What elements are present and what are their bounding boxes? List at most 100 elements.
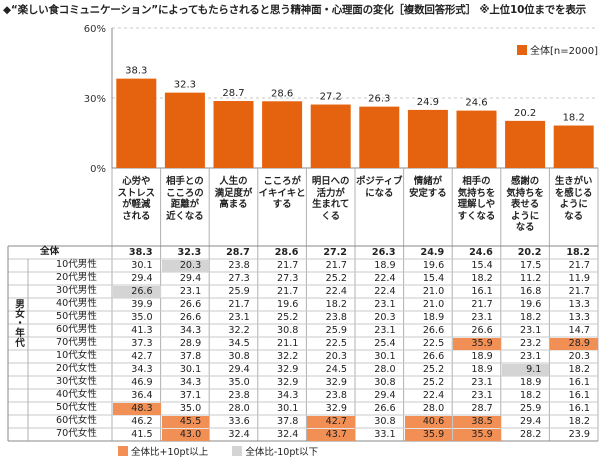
table-cell: 26.6 [374,402,396,414]
category-label-line: される [122,210,151,222]
table-cell: 41.5 [131,428,153,440]
table-cell: 26.6 [179,311,202,323]
table-cell: 20.3 [325,350,347,362]
table-cell: 32.4 [228,428,250,440]
bar-value-label: 20.2 [514,108,536,119]
bar [407,109,448,168]
row-label: 70代女性 [56,428,97,439]
category-label-line: なる [564,210,584,222]
table-cell: 28.7 [471,402,493,414]
table-cell: 42.7 [307,415,355,428]
table-cell: 25.9 [228,285,250,297]
table-cell: 29.4 [520,415,542,427]
table-cell: 26.6 [422,324,445,336]
table-cell: 41.3 [131,324,153,336]
bar [553,125,594,168]
table-cell: 23.1 [228,311,250,323]
table-cell: 21.7 [325,259,347,271]
table-cell: 25.2 [277,311,299,323]
table-cell: 18.2 [471,272,493,284]
table-cell: 14.7 [568,324,590,336]
table-cell: 23.8 [325,389,347,401]
table-cell: 22.4 [325,285,347,297]
high-swatch [118,446,128,456]
table-cell: 28.6 [274,246,299,258]
category-label-line: こころの [166,187,204,199]
table-cell: 9.1 [501,363,550,376]
table-cell: 23.1 [179,285,202,297]
table-cell: 28.9 [179,337,202,349]
table-cell: 17.5 [520,259,542,271]
y-tick-label: 30% [84,94,106,105]
category-label: 人生の 満足度が 高まる [209,176,258,211]
table-cell: 18.2 [568,363,590,375]
table-cell: 23.8 [325,311,347,323]
table-cell: 27.2 [323,246,347,258]
table-cell: 28.9 [550,337,598,350]
table-cell: 46.9 [131,376,153,388]
table-cell: 26.6 [471,324,493,336]
category-label-line: ように [559,199,588,211]
category-label-line: 相手との [166,176,204,187]
table-cell: 25.2 [422,376,445,388]
table-cell: 22.5 [325,337,347,349]
bar-value-label: 26.3 [368,94,390,105]
category-label: 情緒が 安定する [404,176,453,199]
table-cell: 28.2 [520,428,542,440]
category-label-line: 高まる [219,199,248,211]
category-label-line: 距離が [170,199,199,211]
bar [456,110,497,168]
bar [310,104,351,168]
category-label-line: すくなる [457,210,496,222]
table-cell: 24.9 [420,246,445,258]
table-cell: 15.4 [471,259,493,271]
table-cell: 35.0 [179,402,202,414]
category-label-line: が軽減 [122,199,151,211]
bar-value-label: 18.2 [563,113,585,124]
category-label-line: 満足度が [214,187,253,199]
table-cell: 23.9 [568,428,590,440]
table-cell: 30.8 [374,376,396,388]
table-cell: 16.1 [568,389,590,401]
table-cell: 30.1 [179,363,202,375]
category-label-line: になる [365,187,394,199]
table-cell: 25.4 [374,337,396,349]
table-cell: 43.0 [161,428,210,441]
table-cell: 39.9 [131,298,153,310]
table-cell: 32.2 [228,324,250,336]
table-cell: 23.2 [520,337,542,349]
category-label-line: 感謝の [511,176,540,187]
table-cell: 28.0 [422,402,445,414]
row-label: 30代女性 [56,376,97,387]
table-cell: 42.7 [131,350,153,362]
table-cell: 35.9 [453,428,501,441]
table-cell: 28.7 [226,246,250,258]
row-label: 全体 [40,246,60,257]
row-label: 10代女性 [56,350,97,361]
row-label: 10代男性 [56,259,97,270]
table-cell: 38.3 [128,246,153,258]
bar-value-label: 38.3 [125,66,147,77]
category-label-line: 活力が [316,187,345,199]
table-cell: 20.3 [568,350,590,362]
series-swatch [517,44,527,55]
bar-value-label: 28.6 [271,88,293,99]
table-cell: 32.9 [277,363,299,375]
table-cell: 30.1 [131,259,153,271]
table-cell: 23.1 [471,389,493,401]
series-legend-label: 全体[n=2000] [530,46,598,57]
table-cell: 25.9 [325,324,347,336]
table-cell: 24.5 [325,363,347,375]
table-cell: 26.6 [113,285,161,298]
table-cell: 37.8 [277,415,299,427]
category-label: 相手の 気持ちを 理解しや すくなる [452,176,501,222]
table-cell: 35.9 [453,337,501,350]
y-tick-label: 0% [90,164,106,175]
bar-chart: 0% 30% 60% 38.3 32.3 28.7 28.6 27.2 26.3 24.9 24.6… [84,24,598,175]
table-cell: 32.9 [325,402,347,414]
table-cell: 18.2 [520,311,542,323]
table-cell: 18.2 [568,415,590,427]
group-label: 男女・年代 [13,299,24,347]
table-cell: 28.0 [374,363,396,375]
category-label-line: 気持ちを [457,187,496,199]
